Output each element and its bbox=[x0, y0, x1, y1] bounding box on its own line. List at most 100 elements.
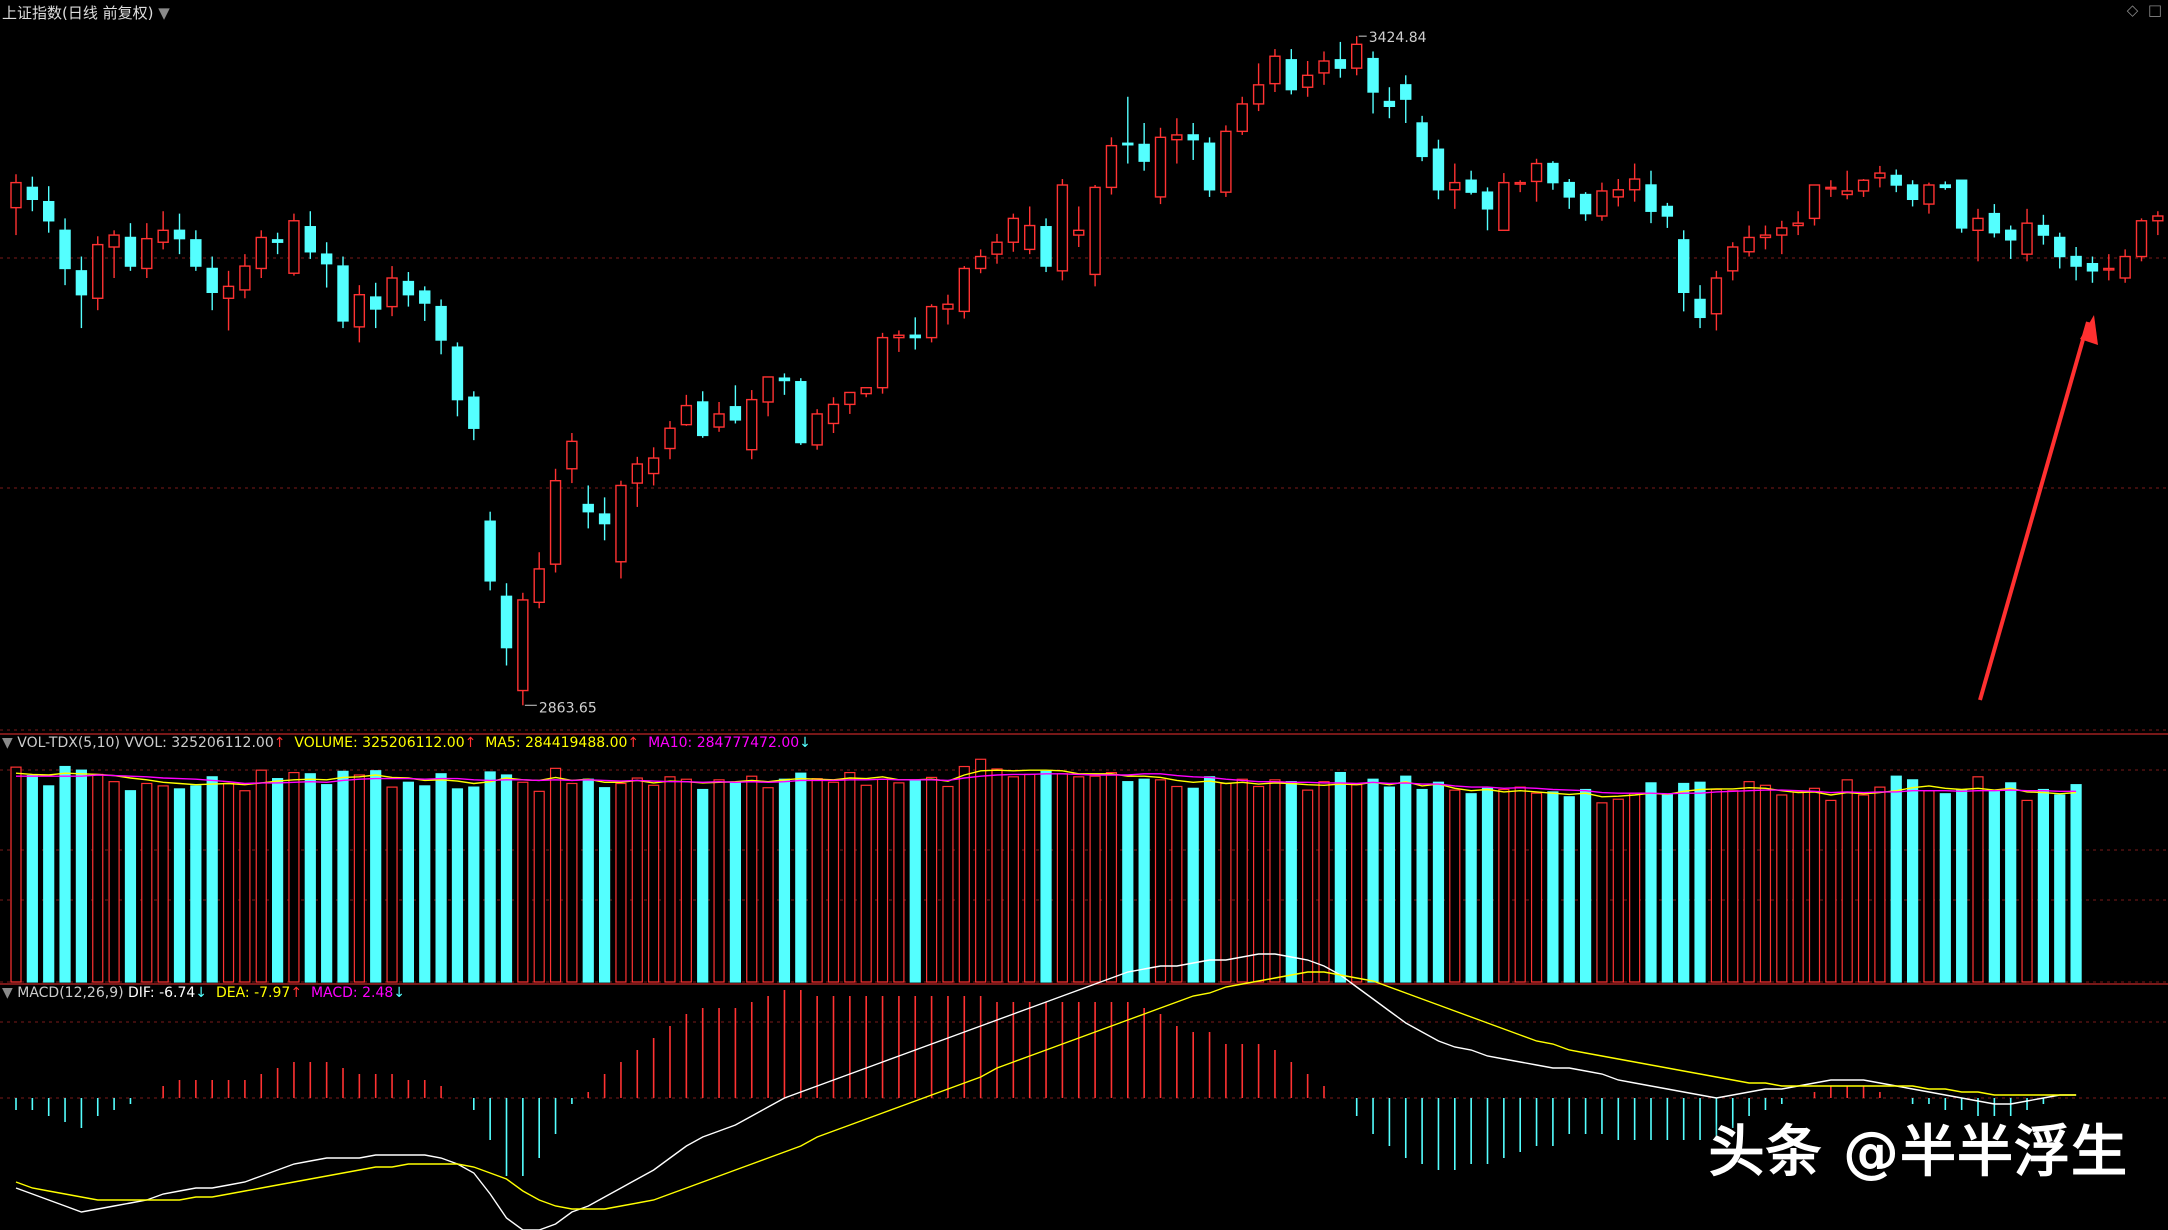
volume-bar bbox=[991, 768, 1003, 983]
candle-body bbox=[288, 220, 300, 274]
candle-body bbox=[92, 243, 104, 299]
volume-bar bbox=[1563, 796, 1575, 983]
candle-body bbox=[1007, 217, 1020, 243]
volume-bar bbox=[1776, 794, 1788, 983]
candle-body bbox=[190, 239, 202, 267]
candle-body bbox=[549, 479, 562, 565]
volume-bar bbox=[1351, 784, 1363, 983]
volume-bar bbox=[304, 773, 316, 983]
candle-body bbox=[1710, 277, 1723, 315]
candle-body bbox=[1481, 191, 1494, 210]
volume-bar bbox=[206, 776, 218, 983]
volume-bar bbox=[124, 790, 137, 983]
volume-bar bbox=[566, 782, 578, 983]
candle-body bbox=[1203, 142, 1216, 191]
volume-bar bbox=[1727, 790, 1739, 983]
volume-bar bbox=[844, 771, 856, 983]
candle-body bbox=[1988, 212, 2001, 234]
volume-bar bbox=[1318, 781, 1330, 983]
candle-body bbox=[746, 398, 758, 451]
volume-bar bbox=[631, 777, 643, 983]
candle-body bbox=[1874, 172, 1886, 179]
volume-bar bbox=[1138, 778, 1150, 983]
candle-body bbox=[2103, 267, 2115, 271]
candle-body bbox=[1400, 84, 1412, 100]
volume-bar bbox=[1105, 771, 1118, 983]
volume-bar bbox=[337, 770, 349, 983]
close-icon[interactable]: □ bbox=[2147, 1, 2162, 19]
volume-bar bbox=[222, 782, 235, 983]
volume-bar bbox=[1073, 776, 1085, 983]
chevron-down-icon[interactable]: ▼ bbox=[158, 4, 170, 22]
volume-bar bbox=[1792, 791, 1804, 983]
down-mark: ↓ bbox=[799, 735, 811, 751]
candle-body bbox=[1416, 122, 1428, 158]
candle-body bbox=[1579, 193, 1592, 215]
volume-bar bbox=[975, 758, 987, 983]
volume-bar bbox=[1874, 786, 1886, 983]
volume-bar bbox=[1187, 787, 1199, 983]
volume-bar bbox=[1988, 790, 2000, 983]
candle-body bbox=[320, 253, 333, 265]
volume-bar bbox=[958, 765, 970, 983]
window-controls[interactable]: ◇ □ bbox=[2127, 1, 2162, 19]
vvol-label: VVOL: bbox=[124, 735, 167, 751]
volume-bar bbox=[402, 781, 414, 983]
candle-body bbox=[10, 181, 22, 209]
dea-label: DEA: bbox=[215, 985, 250, 1001]
candle-body bbox=[991, 241, 1003, 255]
macd-histogram bbox=[15, 990, 2045, 1176]
macd-value: 2.48 bbox=[362, 985, 394, 1001]
candle-body bbox=[1792, 222, 1804, 227]
diamond-icon[interactable]: ◇ bbox=[2126, 1, 2139, 19]
volume-bar bbox=[1972, 776, 1984, 983]
candle-body bbox=[974, 255, 987, 270]
volume-series bbox=[10, 758, 2082, 983]
volume-bar bbox=[1220, 782, 1232, 983]
candle-body bbox=[1301, 74, 1314, 88]
candle-body bbox=[1841, 190, 1853, 196]
candle-body bbox=[811, 413, 823, 446]
volume-bar bbox=[26, 775, 38, 983]
volume-bar bbox=[2054, 794, 2066, 983]
up-mark: ↑ bbox=[273, 735, 286, 751]
candle-body bbox=[664, 427, 676, 450]
candle-body bbox=[795, 381, 807, 444]
volume-bar bbox=[1416, 788, 1428, 983]
candle-body bbox=[1743, 236, 1755, 253]
candle-body bbox=[909, 334, 921, 339]
candle-body bbox=[451, 346, 464, 401]
candle-body bbox=[1285, 59, 1298, 91]
chevron-down-icon[interactable]: ▼ bbox=[2, 985, 13, 1001]
up-mark: ↑ bbox=[290, 985, 303, 1001]
candle-body bbox=[925, 305, 938, 339]
volume-bar bbox=[419, 785, 431, 983]
volume-bar bbox=[272, 778, 284, 983]
candle-body bbox=[1350, 43, 1363, 69]
candle-body bbox=[860, 386, 872, 395]
candle-body bbox=[370, 296, 382, 310]
volume-bar bbox=[59, 765, 71, 983]
candle-body bbox=[1269, 55, 1281, 85]
candle-body bbox=[75, 270, 88, 296]
candle-body bbox=[1923, 184, 1935, 205]
volume-bar bbox=[157, 785, 169, 983]
volume-bar bbox=[1743, 781, 1755, 983]
volume-bar bbox=[1956, 789, 1968, 983]
chart-title-bar[interactable]: 上证指数(日线 前复权) ▼ bbox=[2, 2, 170, 23]
volume-bar bbox=[1203, 776, 1216, 983]
chevron-down-icon[interactable]: ▼ bbox=[2, 735, 13, 751]
candle-body bbox=[778, 377, 791, 382]
candle-body bbox=[566, 440, 578, 470]
candlestick-series bbox=[10, 36, 2164, 706]
candle-body bbox=[500, 595, 513, 649]
volume-bar bbox=[517, 781, 529, 983]
volume-bar bbox=[713, 779, 725, 983]
vol-panel-header: ▼ VOL-TDX(5,10) VVOL: 325206112.00↑ VOLU… bbox=[2, 735, 811, 751]
volume-bar bbox=[1612, 798, 1624, 983]
volume-bar bbox=[1547, 791, 1559, 983]
candle-body bbox=[484, 520, 496, 582]
price-low-label: 2863.65 bbox=[539, 700, 597, 716]
volume-bar bbox=[321, 784, 333, 983]
